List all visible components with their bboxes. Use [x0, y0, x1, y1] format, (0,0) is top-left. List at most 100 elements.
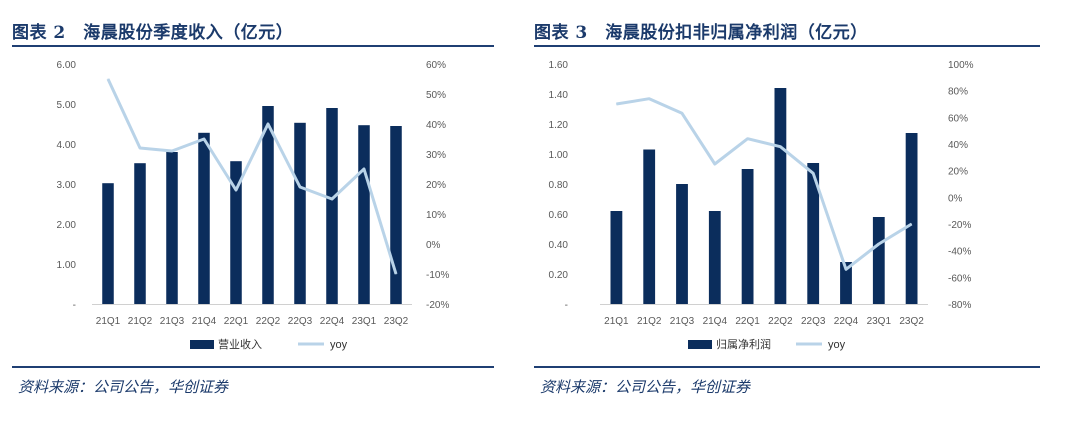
left-axis-tick-label: 1.00 — [549, 150, 569, 161]
right-axis-tick-label: 20% — [426, 180, 446, 191]
revenue-chart: - 1.00 2.00 3.00 4.00 5.00 6.00 -20% -10% 0% 10% 20… — [57, 60, 450, 351]
category-label: 23Q1 — [352, 316, 377, 327]
bar-23Q2 — [390, 126, 402, 304]
bar-23Q2 — [905, 133, 918, 304]
right-axis-tick-label: 60% — [948, 113, 968, 124]
yoy-point-21Q1 — [615, 103, 617, 105]
bar-22Q1 — [230, 161, 242, 304]
left-axis-tick-label: 1.60 — [549, 60, 569, 71]
yoy-point-23Q2 — [395, 273, 397, 275]
bar-21Q3 — [676, 184, 688, 304]
category-label: 22Q1 — [735, 316, 760, 327]
right-axis-tick-label: 60% — [426, 60, 446, 71]
category-label: 21Q2 — [637, 316, 662, 327]
category-label: 21Q1 — [604, 316, 629, 327]
category-label: 22Q4 — [320, 316, 345, 327]
category-label: 22Q2 — [768, 316, 793, 327]
right-axis-tick-label: 80% — [948, 87, 968, 98]
left-axis-tick-label: 1.40 — [549, 90, 569, 101]
figure-3-panel: 图表 3 海晨股份扣非归属净利润（亿元） - 0.20 0.40 0.60 0.80 1.… — [522, 0, 1042, 422]
figure-3-title: 图表 3 海晨股份扣非归属净利润（亿元） — [534, 23, 868, 43]
left-axis-tick-label: 1.00 — [57, 260, 77, 271]
category-label: 21Q4 — [192, 316, 217, 327]
right-axis-tick-label: -80% — [948, 300, 971, 311]
figure-2-bottom-rule — [12, 366, 494, 368]
yoy-point-21Q1 — [107, 78, 109, 80]
bar-22Q2 — [262, 106, 274, 304]
yoy-point-21Q2 — [648, 98, 650, 100]
bar-22Q4 — [840, 262, 852, 304]
bar-21Q1 — [610, 211, 623, 304]
yoy-point-22Q3 — [299, 186, 301, 188]
yoy-point-22Q4 — [845, 268, 847, 270]
right-axis-tick-label: 40% — [948, 140, 968, 151]
category-label: 21Q2 — [128, 316, 153, 327]
legend-bar-swatch — [190, 340, 214, 349]
figure-2-title: 图表 2 海晨股份季度收入（亿元） — [12, 23, 294, 43]
figure-2-top-rule — [12, 45, 494, 47]
bar-22Q4 — [326, 108, 338, 304]
yoy-point-23Q2 — [911, 223, 913, 225]
bar-21Q1 — [102, 183, 114, 304]
yoy-point-23Q1 — [878, 243, 880, 245]
legend-bar-label: 营业收入 — [218, 337, 262, 351]
bar-22Q3 — [807, 163, 820, 304]
left-axis-tick-label: 0.60 — [549, 210, 569, 221]
yoy-point-22Q2 — [779, 146, 781, 148]
bar-21Q4 — [198, 132, 210, 304]
left-axis-tick-label: - — [73, 300, 76, 311]
left-axis-tick-label: 1.20 — [549, 120, 569, 131]
figure-2-source: 资料来源：公司公告，华创证券 — [18, 378, 229, 396]
right-axis-tick-label: -10% — [426, 270, 449, 281]
right-axis-tick-label: 40% — [426, 120, 446, 131]
right-axis-tick-label: 20% — [948, 167, 968, 178]
yoy-point-22Q3 — [812, 172, 814, 174]
category-label: 21Q3 — [160, 316, 185, 327]
left-axis-tick-label: 5.00 — [57, 100, 77, 111]
yoy-point-22Q4 — [331, 198, 333, 200]
category-label: 22Q4 — [834, 316, 859, 327]
yoy-point-21Q2 — [139, 147, 141, 149]
category-label: 22Q1 — [224, 316, 249, 327]
yoy-point-21Q3 — [681, 112, 683, 114]
right-axis-tick-label: -20% — [426, 300, 449, 311]
category-label: 21Q1 — [96, 316, 121, 327]
left-axis-tick-label: 3.00 — [57, 180, 77, 191]
net-profit-chart: - 0.20 0.40 0.60 0.80 1.00 1.20 1.40 1.60 -80% -60… — [549, 60, 974, 351]
bar-21Q4 — [708, 211, 721, 304]
bar-21Q2 — [643, 149, 656, 304]
yoy-line — [106, 78, 398, 275]
bar-23Q1 — [872, 217, 885, 304]
bar-21Q2 — [134, 163, 146, 304]
right-axis-tick-label: -20% — [948, 220, 971, 231]
yoy-point-23Q1 — [363, 168, 365, 170]
bar-22Q2 — [774, 88, 787, 304]
yoy-point-22Q1 — [747, 138, 749, 140]
right-axis-tick-label: -40% — [948, 247, 971, 258]
legend-line-label: yoy — [330, 339, 348, 351]
left-axis-tick-label: 0.40 — [549, 240, 569, 251]
figure-3-source: 资料来源：公司公告，华创证券 — [540, 378, 751, 396]
figure-3-bottom-rule — [534, 366, 1040, 368]
left-axis-tick-label: 6.00 — [57, 60, 77, 71]
right-axis-tick-label: -60% — [948, 273, 971, 284]
legend-bar-label: 归属净利润 — [716, 337, 771, 351]
bar-22Q1 — [741, 169, 754, 304]
category-label: 22Q3 — [288, 316, 313, 327]
left-axis-tick-label: - — [565, 300, 568, 311]
legend-bar-swatch — [688, 340, 712, 349]
category-label: 23Q2 — [899, 316, 924, 327]
bar-22Q3 — [294, 122, 306, 304]
yoy-line — [616, 97, 913, 271]
yoy-point-22Q2 — [267, 123, 269, 125]
yoy-point-22Q1 — [235, 189, 237, 191]
bar-23Q1 — [358, 125, 370, 304]
right-axis-tick-label: 10% — [426, 210, 446, 221]
figure-3-top-rule — [534, 45, 1040, 47]
category-label: 21Q3 — [670, 316, 695, 327]
figure-2-panel: 图表 2 海晨股份季度收入（亿元） - 1.00 2.00 3.00 4.00 5.00 6… — [0, 0, 500, 422]
yoy-point-21Q3 — [171, 150, 173, 152]
yoy-point-21Q4 — [203, 138, 205, 140]
category-label: 21Q4 — [703, 316, 728, 327]
right-axis-tick-label: 0% — [948, 193, 963, 204]
